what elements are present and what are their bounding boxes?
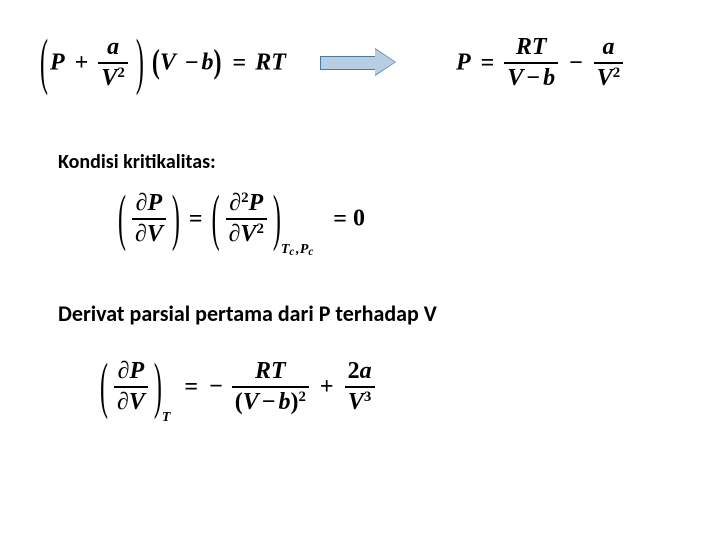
sym-R: R: [255, 358, 271, 384]
op-eq: =: [230, 50, 250, 76]
sym-b: b: [278, 389, 290, 415]
op-minus2: −: [564, 50, 588, 76]
op-minus: −: [182, 50, 202, 76]
sym-V2: V: [160, 50, 176, 76]
sym-a: a: [107, 34, 119, 60]
exp-2: 2: [117, 65, 124, 81]
heading-criticality: Kondisi kritikalitas:: [58, 150, 216, 174]
sym-V: V: [147, 221, 163, 247]
sym-a: a: [360, 358, 372, 384]
op-neg: −: [209, 374, 223, 400]
heading-first-derivative: Derivat parsial pertama dari P terhadap …: [58, 300, 437, 327]
op-eq: =: [176, 374, 203, 400]
sym-b: b: [202, 50, 214, 76]
sym-P: P: [456, 50, 471, 76]
num-2: 2: [348, 358, 360, 384]
frac-2a-over-v3: 2a V3: [345, 358, 375, 416]
first-partial-derivative: ( ∂P ∂V )T = − RT (V−b)2 + 2a V3: [100, 358, 375, 416]
subscript-T: T: [162, 410, 171, 425]
sym-V: V: [101, 65, 117, 91]
vdw-solved-for-p: P = RT V−b − a V2: [456, 34, 623, 92]
sym-P: P: [249, 190, 264, 216]
op-plus: +: [315, 374, 339, 400]
partial-icon: ∂: [117, 389, 129, 415]
slide: (P + a V2 ) (V −b) = RT P = RT V−b − a V…: [0, 0, 720, 540]
exp-2: 2: [298, 389, 305, 405]
sym-V: V: [243, 389, 259, 415]
sym-P: P: [50, 50, 65, 76]
op-eq: =: [477, 50, 499, 76]
op-eq2: =: [319, 206, 353, 232]
sym-P: P: [130, 358, 145, 384]
op-minus: −: [523, 65, 543, 91]
sym-b: b: [543, 65, 555, 91]
sym-T: T: [532, 34, 547, 60]
partial-icon: ∂: [136, 190, 148, 216]
frac-a-over-v2: a V2: [98, 34, 127, 92]
exp-2: 2: [241, 190, 248, 206]
sym-V: V: [507, 65, 523, 91]
sym-T: T: [271, 358, 286, 384]
exp-2: 2: [613, 65, 620, 81]
op-plus: +: [71, 50, 93, 76]
sym-R: R: [255, 50, 271, 76]
exp-3: 3: [364, 389, 371, 405]
sym-T: T: [271, 50, 286, 76]
sym-V: V: [240, 221, 256, 247]
partial-icon: ∂: [118, 358, 130, 384]
frac-dp-dv: ∂P ∂V: [132, 190, 166, 248]
sym-V: V: [597, 65, 613, 91]
num-zero: 0: [353, 206, 365, 232]
frac-rt-over-vmb2: RT (V−b)2: [232, 358, 309, 416]
exp-2b: 2: [256, 221, 263, 237]
op-minus: −: [259, 389, 279, 415]
sym-V: V: [348, 389, 364, 415]
sym-V: V: [129, 389, 145, 415]
sym-R: R: [516, 34, 532, 60]
partial-icon: ∂: [229, 221, 241, 247]
partial-icon: ∂: [229, 190, 241, 216]
partial-icon: ∂: [135, 221, 147, 247]
sym-P: P: [148, 190, 163, 216]
criticality-condition: ( ∂P ∂V ) = ( ∂2P ∂V2 )Tc,Pc =0: [118, 190, 365, 248]
op-eq: =: [186, 206, 206, 232]
frac-dp-dv: ∂P ∂V: [114, 358, 148, 416]
vdw-equation: (P + a V2 ) (V −b) = RT: [40, 34, 286, 92]
sym-a: a: [602, 34, 614, 60]
frac-d2p-dv2: ∂2P ∂V2: [226, 190, 267, 248]
subscript-tc-pc: Tc,Pc: [281, 242, 313, 257]
arrow-icon: [320, 49, 400, 77]
frac-a-over-v2: a V2: [594, 34, 623, 92]
frac-rt-over-vmb: RT V−b: [504, 34, 558, 92]
